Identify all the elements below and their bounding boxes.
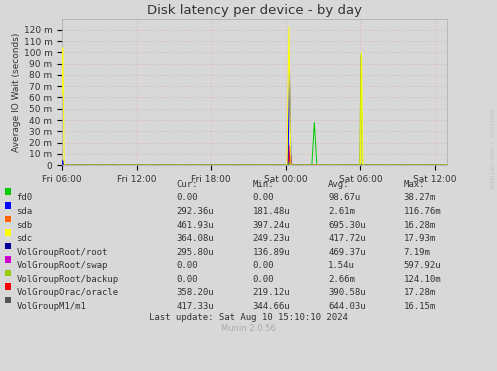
Text: Cur:: Cur: [176,180,198,189]
Text: 0.00: 0.00 [252,275,274,284]
Text: Max:: Max: [404,180,425,189]
Text: VolGroupM1/m1: VolGroupM1/m1 [16,302,86,311]
Text: 644.03u: 644.03u [328,302,366,311]
Text: VolGroupRoot/root: VolGroupRoot/root [16,248,108,257]
Text: 0.00: 0.00 [176,275,198,284]
Text: Last update: Sat Aug 10 15:10:10 2024: Last update: Sat Aug 10 15:10:10 2024 [149,313,348,322]
Text: VolGroupOrac/oracle: VolGroupOrac/oracle [16,288,118,297]
Text: 292.36u: 292.36u [176,207,214,216]
Text: 417.33u: 417.33u [176,302,214,311]
Text: sdb: sdb [16,220,32,230]
Text: 7.19m: 7.19m [404,248,430,257]
Text: 469.37u: 469.37u [328,248,366,257]
Text: 38.27m: 38.27m [404,194,436,203]
Text: 364.08u: 364.08u [176,234,214,243]
Text: 98.67u: 98.67u [328,194,360,203]
Y-axis label: Average IO Wait (seconds): Average IO Wait (seconds) [12,32,21,151]
Title: Disk latency per device - by day: Disk latency per device - by day [147,4,362,17]
Text: 124.10m: 124.10m [404,275,441,284]
Text: 0.00: 0.00 [176,194,198,203]
Text: 597.92u: 597.92u [404,261,441,270]
Text: 397.24u: 397.24u [252,220,290,230]
Text: 417.72u: 417.72u [328,234,366,243]
Text: 695.30u: 695.30u [328,220,366,230]
Text: 2.66m: 2.66m [328,275,355,284]
Text: 358.20u: 358.20u [176,288,214,297]
Text: 461.93u: 461.93u [176,220,214,230]
Text: VolGroupRoot/swap: VolGroupRoot/swap [16,261,108,270]
Text: 181.48u: 181.48u [252,207,290,216]
Text: 295.80u: 295.80u [176,248,214,257]
Text: 0.00: 0.00 [176,261,198,270]
Text: sda: sda [16,207,32,216]
Text: 219.12u: 219.12u [252,288,290,297]
Text: Avg:: Avg: [328,180,349,189]
Text: 249.23u: 249.23u [252,234,290,243]
Text: VolGroupRoot/backup: VolGroupRoot/backup [16,275,118,284]
Text: 16.28m: 16.28m [404,220,436,230]
Text: Munin 2.0.56: Munin 2.0.56 [221,324,276,333]
Text: fd0: fd0 [16,194,32,203]
Text: RRDTOOL / TOBI OETIKER: RRDTOOL / TOBI OETIKER [488,108,493,189]
Text: 2.61m: 2.61m [328,207,355,216]
Text: 17.93m: 17.93m [404,234,436,243]
Text: 1.54u: 1.54u [328,261,355,270]
Text: 116.76m: 116.76m [404,207,441,216]
Text: 0.00: 0.00 [252,194,274,203]
Text: Min:: Min: [252,180,274,189]
Text: 136.89u: 136.89u [252,248,290,257]
Text: 0.00: 0.00 [252,261,274,270]
Text: 344.66u: 344.66u [252,302,290,311]
Text: 390.58u: 390.58u [328,288,366,297]
Text: 16.15m: 16.15m [404,302,436,311]
Text: sdc: sdc [16,234,32,243]
Text: 17.28m: 17.28m [404,288,436,297]
